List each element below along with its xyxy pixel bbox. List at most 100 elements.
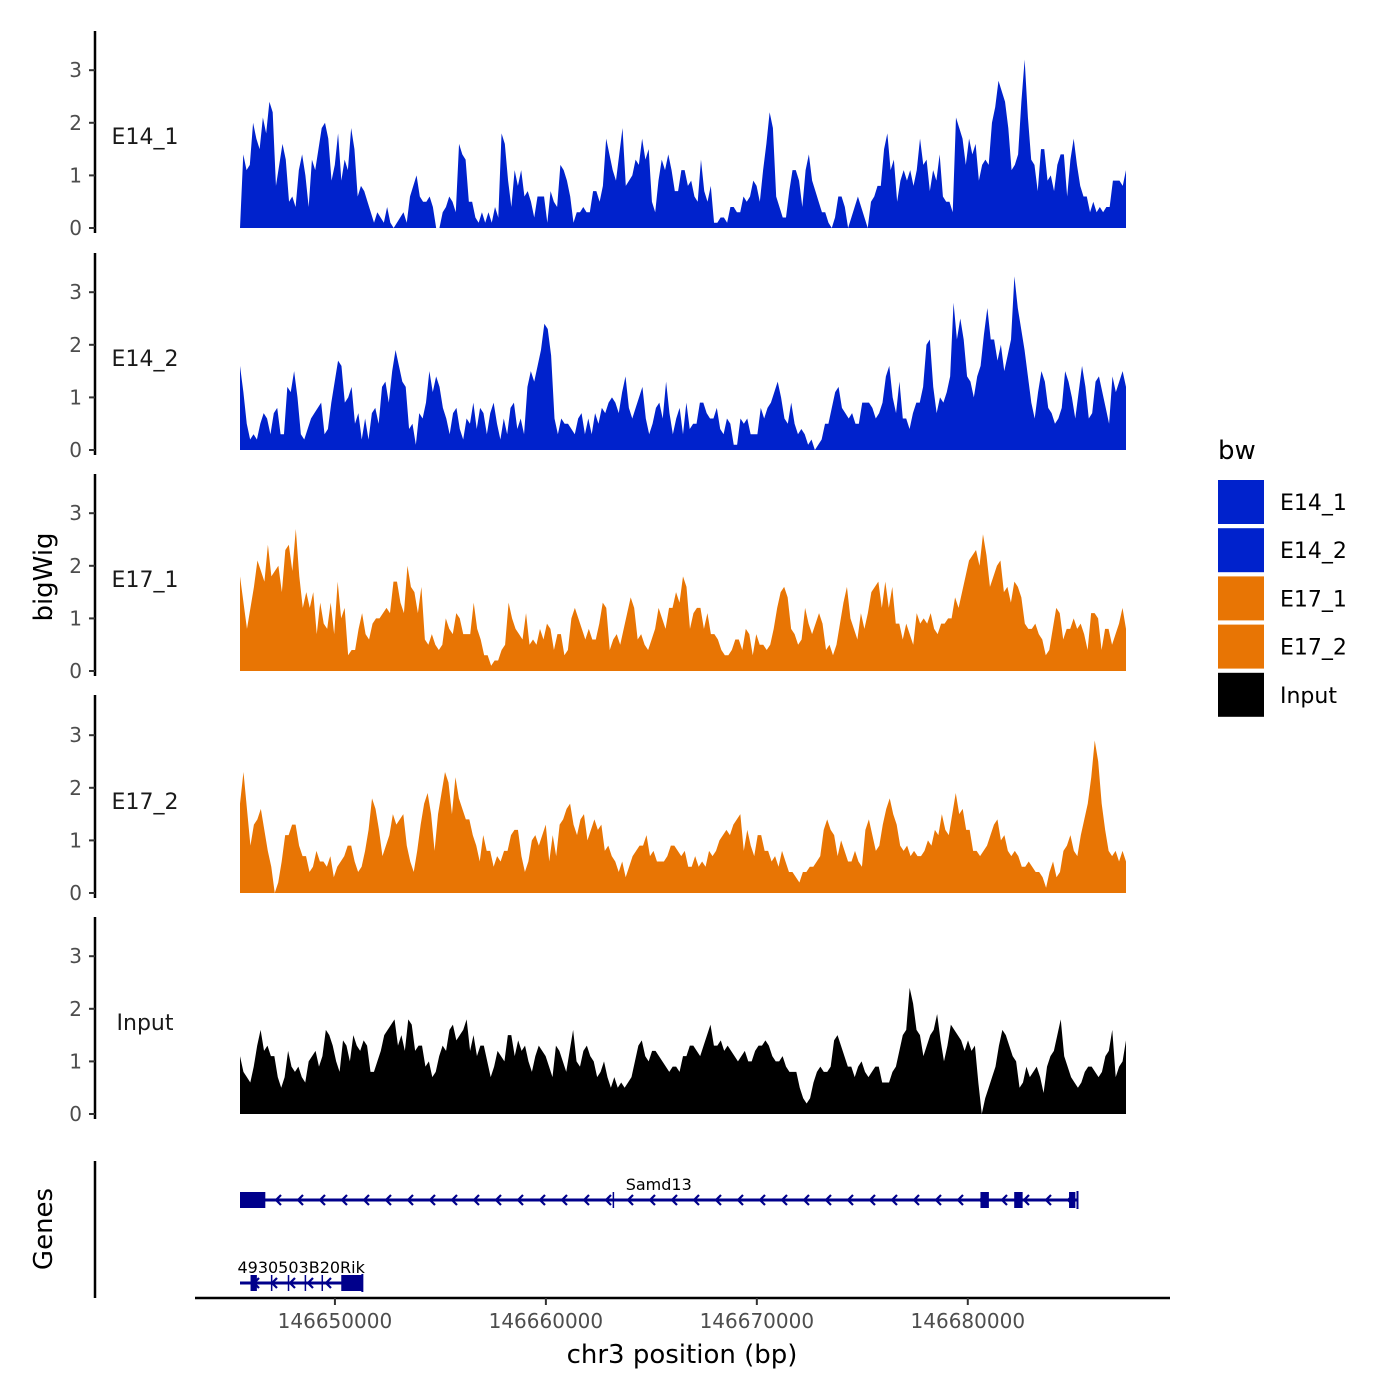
strand-arrow xyxy=(714,1194,722,1206)
strand-arrow xyxy=(274,1194,282,1206)
legend-label-E14_2: E14_2 xyxy=(1280,539,1347,564)
gene-Samd13: Samd13 xyxy=(240,1175,1079,1209)
y-tick-label: 0 xyxy=(69,881,82,905)
strand-arrow xyxy=(362,1194,370,1206)
strand-arrow xyxy=(538,1194,546,1206)
y-tick-label: 0 xyxy=(69,438,82,462)
track-E17_2: 0 1 2 3 E17_2 xyxy=(69,695,1126,905)
legend-swatch-E17_2 xyxy=(1218,624,1264,669)
strand-arrow xyxy=(384,1194,392,1206)
legend-swatch-E14_2 xyxy=(1218,528,1264,573)
strand-arrow xyxy=(780,1194,788,1206)
strand-arrow xyxy=(736,1194,744,1206)
y-tick-label: 2 xyxy=(69,554,82,578)
gene-label: 4930503B20Rik xyxy=(237,1258,365,1277)
x-tick-label: 146660000 xyxy=(489,1309,604,1333)
genes-panel: Samd13 4930503B20Rik xyxy=(93,1161,1079,1298)
y-tick-label: 1 xyxy=(69,606,82,630)
strand-arrow xyxy=(912,1194,920,1206)
strand-arrow xyxy=(340,1194,348,1206)
genes-axis-title: Genes xyxy=(29,1188,59,1270)
legend-swatch-E17_1 xyxy=(1218,576,1264,621)
strand-arrow xyxy=(428,1194,436,1206)
strand-arrow xyxy=(670,1194,678,1206)
strand-arrow xyxy=(890,1194,898,1206)
x-axis-title: chr3 position (bp) xyxy=(567,1340,798,1370)
track-E14_1: 0 1 2 3 E14_1 xyxy=(69,31,1126,240)
gene-4930503B20Rik: 4930503B20Rik xyxy=(237,1258,366,1292)
y-tick-label: 3 xyxy=(69,501,82,525)
exon xyxy=(240,1192,266,1208)
x-tick-label: 146650000 xyxy=(278,1309,393,1333)
strand-arrow xyxy=(868,1194,876,1206)
strand-arrow xyxy=(296,1194,304,1206)
gene-label: Samd13 xyxy=(626,1175,692,1194)
strand-arrow xyxy=(1022,1194,1030,1206)
strand-arrow xyxy=(758,1194,766,1206)
track-label: E17_2 xyxy=(112,790,179,815)
y-tick-label: 2 xyxy=(69,333,82,357)
strand-arrow xyxy=(846,1194,854,1206)
y-axis-title: bigWig xyxy=(29,532,59,621)
exon xyxy=(980,1192,989,1208)
track-label: Input xyxy=(117,1011,174,1036)
strand-arrow xyxy=(648,1194,656,1206)
legend-swatch-Input xyxy=(1218,672,1264,717)
y-tick-label: 0 xyxy=(69,216,82,240)
strand-arrow xyxy=(560,1194,568,1206)
coverage-area-Input xyxy=(240,987,1126,1114)
strand-arrow xyxy=(318,1194,326,1206)
y-tick-label: 0 xyxy=(69,1102,82,1126)
strand-arrow xyxy=(692,1194,700,1206)
coverage-area-E14_1 xyxy=(240,59,1126,229)
track-Input: 0 1 2 3 Input xyxy=(69,917,1126,1126)
strand-arrow xyxy=(494,1194,502,1206)
legend-label-Input: Input xyxy=(1280,684,1337,709)
coverage-area-E14_2 xyxy=(240,276,1126,450)
y-tick-label: 3 xyxy=(69,723,82,747)
strand-arrow xyxy=(406,1194,414,1206)
y-tick-label: 1 xyxy=(69,163,82,187)
strand-arrow xyxy=(1044,1194,1052,1206)
strand-arrow xyxy=(516,1194,524,1206)
exon xyxy=(1014,1192,1023,1208)
strand-arrow xyxy=(824,1194,832,1206)
y-tick-label: 3 xyxy=(69,58,82,82)
y-tick-label: 1 xyxy=(69,385,82,409)
y-tick-label: 3 xyxy=(69,944,82,968)
strand-arrow xyxy=(604,1194,612,1206)
y-tick-label: 2 xyxy=(69,997,82,1021)
y-tick-label: 0 xyxy=(69,659,82,683)
x-axis: 146650000 146660000 146670000 146680000 xyxy=(195,1296,1170,1333)
y-tick-label: 1 xyxy=(69,828,82,852)
strand-arrow xyxy=(1000,1194,1008,1206)
legend-label-E17_1: E17_1 xyxy=(1280,587,1347,612)
coverage-tracks: 0 1 2 3 E14_1 0 1 2 3 E14_2 0 1 2 3 E17_1 0 1 2 3 E17_2 0 1 2 3… xyxy=(69,31,1126,1126)
strand-arrow xyxy=(472,1194,480,1206)
coverage-area-E17_1 xyxy=(240,528,1126,671)
y-tick-label: 3 xyxy=(69,280,82,304)
x-tick-label: 146680000 xyxy=(911,1309,1026,1333)
track-label: E14_1 xyxy=(112,125,179,150)
strand-arrow xyxy=(626,1194,634,1206)
strand-arrow xyxy=(450,1194,458,1206)
y-tick-label: 2 xyxy=(69,111,82,135)
track-E14_2: 0 1 2 3 E14_2 xyxy=(69,253,1126,462)
track-label: E14_2 xyxy=(112,347,179,372)
strand-arrow xyxy=(306,1277,314,1289)
legend-label-E14_1: E14_1 xyxy=(1280,491,1347,516)
strand-arrow xyxy=(582,1194,590,1206)
legend-label-E17_2: E17_2 xyxy=(1280,636,1347,661)
strand-arrow xyxy=(802,1194,810,1206)
coverage-area-E17_2 xyxy=(240,740,1126,893)
exon xyxy=(250,1275,257,1291)
strand-arrow xyxy=(956,1194,964,1206)
strand-arrow xyxy=(934,1194,942,1206)
exon xyxy=(1069,1192,1076,1208)
legend: bw E14_1 E14_2 E17_1 E17_2 Input xyxy=(1218,436,1347,717)
x-tick-label: 146670000 xyxy=(700,1309,815,1333)
strand-arrow xyxy=(324,1277,332,1289)
exon xyxy=(341,1275,363,1291)
y-tick-label: 1 xyxy=(69,1049,82,1073)
